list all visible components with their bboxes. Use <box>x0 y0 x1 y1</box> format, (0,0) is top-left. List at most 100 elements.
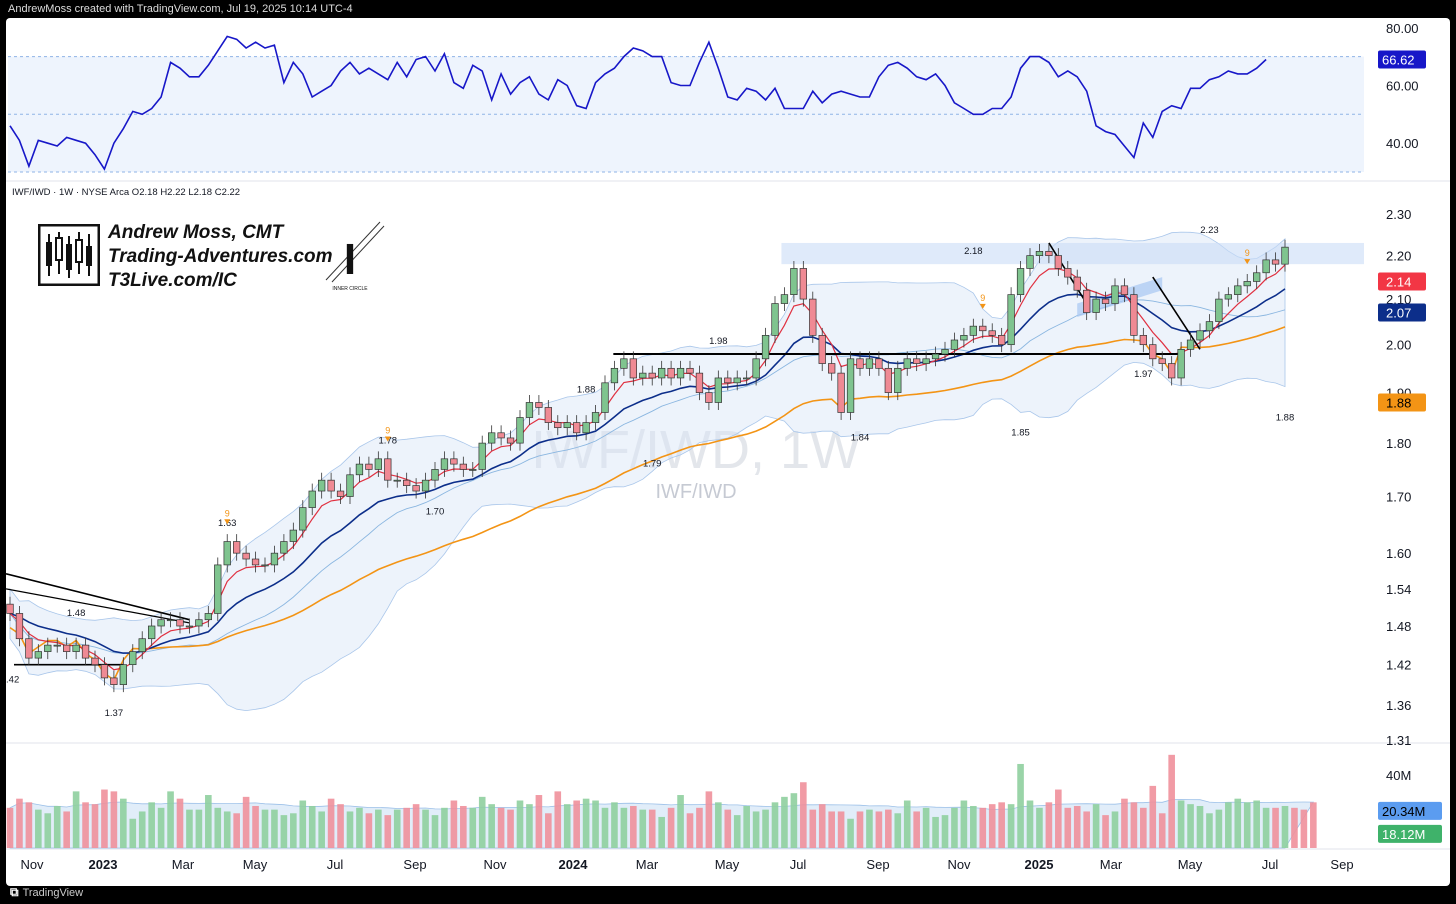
candle-body <box>119 664 127 685</box>
candle-body <box>884 367 892 393</box>
candle-body <box>686 367 694 374</box>
candle-body <box>299 507 307 531</box>
volume-bar <box>1149 785 1157 848</box>
ema-value-label: 2.07 <box>1386 306 1411 321</box>
volume-bar <box>677 795 684 848</box>
volume-bar <box>1272 807 1279 848</box>
volume-bar <box>110 791 118 848</box>
candle-body <box>931 353 940 360</box>
price-tick-label: 1.36 <box>1386 698 1411 713</box>
candle-body <box>1196 330 1204 341</box>
volume-bar <box>129 818 137 848</box>
bollinger-basis <box>9 299 1286 655</box>
candle-body <box>1026 255 1034 269</box>
candle-body <box>497 432 505 439</box>
candle-body <box>1271 259 1280 265</box>
volume-average-label: 20.34M <box>1382 804 1425 819</box>
volume-bar <box>223 811 231 848</box>
x-axis-label: 2023 <box>89 857 118 872</box>
price-annotation: 1.88 <box>577 384 596 395</box>
volume-bar <box>1140 807 1147 848</box>
candle-body <box>1092 298 1100 313</box>
volume-bar <box>1026 800 1034 848</box>
volume-bar <box>1092 804 1100 848</box>
volume-bar <box>667 807 675 848</box>
volume-bar <box>1262 807 1270 848</box>
volume-bar <box>592 800 599 848</box>
candle-body <box>138 638 146 652</box>
candle-body <box>440 458 449 470</box>
volume-bar <box>1291 807 1298 848</box>
candle-body <box>1045 251 1053 256</box>
volume-bar <box>554 791 562 848</box>
price-annotation: 1.37 <box>105 708 124 719</box>
x-axis-label: Mar <box>172 857 195 872</box>
candle-body <box>1243 281 1251 287</box>
candle-body <box>233 541 241 554</box>
branding-block: Andrew Moss, CMT Trading-Adventures.com … <box>38 221 398 302</box>
candle-body <box>506 437 515 444</box>
price-annotation: 1.97 <box>1134 369 1153 380</box>
volume-bar <box>620 807 628 848</box>
volume-bar <box>743 805 750 848</box>
volume-bar <box>412 804 420 848</box>
candle-body <box>960 335 968 341</box>
candle-body <box>648 372 656 379</box>
volume-bar <box>63 811 70 848</box>
volume-bar <box>913 811 920 848</box>
watermark-subtitle: IWF/IWD <box>655 481 736 503</box>
candle-body <box>591 412 600 423</box>
candle-body <box>724 377 732 384</box>
td-sequential-arrow <box>224 519 231 525</box>
volume-bar <box>733 815 741 848</box>
candle-body <box>336 490 345 497</box>
candle-body <box>223 541 231 566</box>
volume-bar <box>1045 802 1053 848</box>
candle-body <box>941 349 949 355</box>
volume-value-label: 18.12M <box>1382 827 1425 842</box>
volume-bar <box>648 809 656 848</box>
price-annotation: 1.85 <box>1011 428 1030 439</box>
bollinger-band <box>9 231 1286 712</box>
volume-bar <box>214 807 222 848</box>
chart-canvas[interactable]: 80.00 60.00 40.00 66.62 IWF/IWD · 1W · NYSE … <box>6 18 1450 886</box>
x-axis-label: Nov <box>947 857 971 872</box>
volume-bar <box>563 804 571 848</box>
candle-body <box>969 325 977 336</box>
ema-value-label: 2.14 <box>1386 274 1411 289</box>
candle-body <box>676 367 685 379</box>
price-annotation: 1.98 <box>709 336 728 347</box>
candle-body <box>431 469 439 481</box>
candle-body <box>242 552 250 560</box>
chart-frame[interactable]: 80.00 60.00 40.00 66.62 IWF/IWD · 1W · NYSE … <box>6 18 1450 886</box>
x-axis-label: Nov <box>483 857 507 872</box>
x-axis-label: 2025 <box>1025 857 1054 872</box>
candle-body <box>620 358 628 369</box>
volume-bar <box>1111 811 1119 848</box>
candle-body <box>129 651 137 666</box>
candle-body <box>214 564 222 614</box>
volume-bar <box>658 816 665 848</box>
volume-bar <box>582 798 590 848</box>
volume-bar <box>422 809 429 848</box>
candle-body <box>270 552 279 566</box>
candle-body <box>563 422 571 429</box>
candle-body <box>346 474 354 497</box>
candle-body <box>1130 294 1138 336</box>
price-tick-label: 1.60 <box>1386 546 1411 561</box>
x-axis-label: Mar <box>1100 857 1123 872</box>
volume-bar <box>186 809 193 848</box>
volume-bar <box>6 807 14 848</box>
td-sequential-arrow <box>1244 259 1251 265</box>
volume-bar <box>771 802 779 848</box>
volume-bar <box>979 807 987 848</box>
candle-body <box>261 564 269 567</box>
volume-bar <box>715 802 722 848</box>
candle-body <box>1215 298 1223 322</box>
rsi-tick-label: 40.00 <box>1386 136 1419 151</box>
volume-bar <box>1243 802 1251 848</box>
candle-body <box>544 407 552 423</box>
candle-body <box>903 358 911 369</box>
td-sequential-arrow <box>979 303 986 309</box>
rsi-tick-label: 80.00 <box>1386 21 1419 36</box>
